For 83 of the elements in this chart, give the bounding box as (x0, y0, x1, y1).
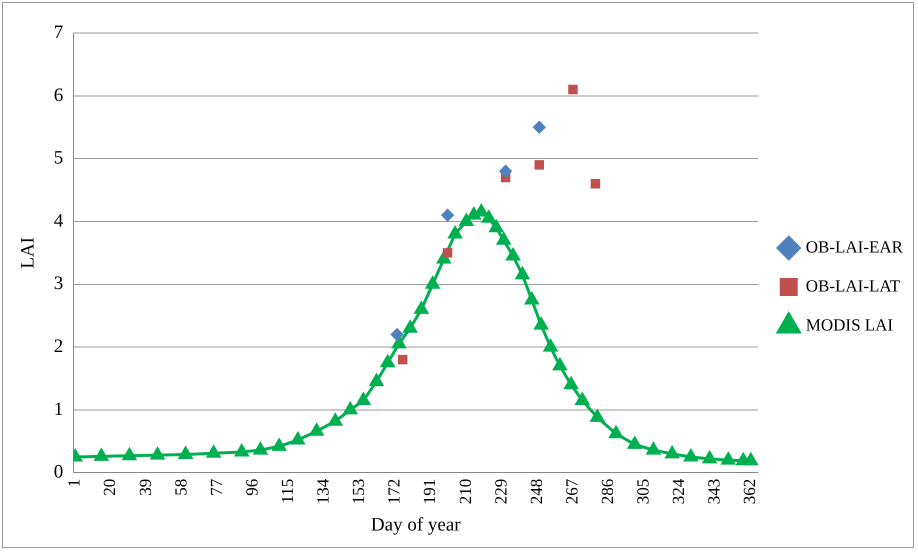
x-tick-label: 267 (562, 478, 582, 504)
point (646, 442, 660, 455)
point (609, 426, 623, 438)
y-axis-title: LAI (17, 237, 38, 269)
point (356, 392, 370, 405)
point (534, 160, 544, 170)
y-tick-label: 4 (54, 210, 64, 232)
x-tick-label: 362 (740, 478, 760, 504)
y-tick-label: 6 (54, 84, 64, 106)
y-tick-label: 5 (54, 148, 64, 169)
point (490, 220, 503, 232)
point (441, 208, 454, 222)
x-tick-label: 172 (384, 478, 404, 504)
x-tick-label: 210 (456, 478, 475, 504)
y-tick-label: 1 (54, 398, 64, 420)
point (525, 292, 538, 304)
point (532, 120, 546, 134)
point (497, 232, 510, 245)
x-tick-label: 191 (420, 478, 440, 504)
point (448, 226, 462, 239)
point (150, 448, 164, 460)
y-tick-label: 2 (54, 336, 64, 358)
point (328, 414, 342, 426)
x-tick-label: 1 (64, 478, 84, 488)
point (235, 444, 248, 456)
point (381, 355, 394, 368)
point (564, 377, 578, 390)
x-tick-label: 229 (491, 478, 510, 504)
point (482, 210, 496, 223)
point (474, 204, 488, 217)
x-tick-label: 20 (100, 478, 120, 496)
point (122, 448, 136, 460)
x-tick-label: 58 (171, 478, 190, 496)
point (392, 336, 406, 348)
y-tick-label: 7 (54, 22, 64, 43)
x-tick-label: 286 (598, 478, 617, 504)
x-tick-label: 153 (349, 478, 368, 504)
x-tick-label: 343 (704, 478, 724, 504)
legend-label: OB-LAI-EAR (806, 237, 904, 256)
x-tick-label: 39 (136, 478, 155, 496)
point (460, 214, 473, 226)
point (744, 453, 758, 466)
point (576, 392, 590, 405)
y-tick-label: 3 (54, 273, 64, 294)
point (344, 402, 357, 414)
point (702, 451, 716, 464)
point (534, 318, 548, 330)
point (426, 276, 440, 289)
point (370, 374, 384, 386)
point (665, 446, 679, 458)
point (516, 267, 530, 280)
point (590, 179, 600, 188)
point (403, 320, 417, 333)
point (398, 354, 408, 364)
point (722, 452, 735, 465)
point (553, 358, 567, 370)
point (628, 436, 642, 449)
x-tick-label: 134 (314, 478, 333, 504)
legend-label: MODIS LAI (806, 315, 894, 334)
point (178, 446, 192, 459)
point (94, 448, 108, 461)
x-tick-label: 305 (634, 478, 653, 504)
x-tick-label: 115 (278, 478, 297, 504)
legend-label: OB-LAI-LAT (806, 276, 901, 296)
point (590, 410, 604, 422)
point (206, 446, 220, 458)
point (291, 432, 305, 445)
point (414, 302, 428, 314)
x-axis-title: Day of year (370, 514, 462, 536)
point (506, 248, 520, 260)
y-tick-label: 0 (54, 462, 64, 483)
x-tick-label: 248 (526, 478, 546, 504)
point (684, 449, 698, 462)
point (544, 340, 558, 352)
x-tick-label: 96 (242, 478, 262, 496)
point (568, 84, 578, 94)
point (310, 424, 324, 436)
point (499, 164, 512, 178)
x-tick-label: 324 (669, 478, 688, 504)
point (254, 442, 268, 455)
point (272, 438, 286, 451)
x-tick-label: 77 (206, 478, 226, 496)
point (390, 328, 404, 342)
